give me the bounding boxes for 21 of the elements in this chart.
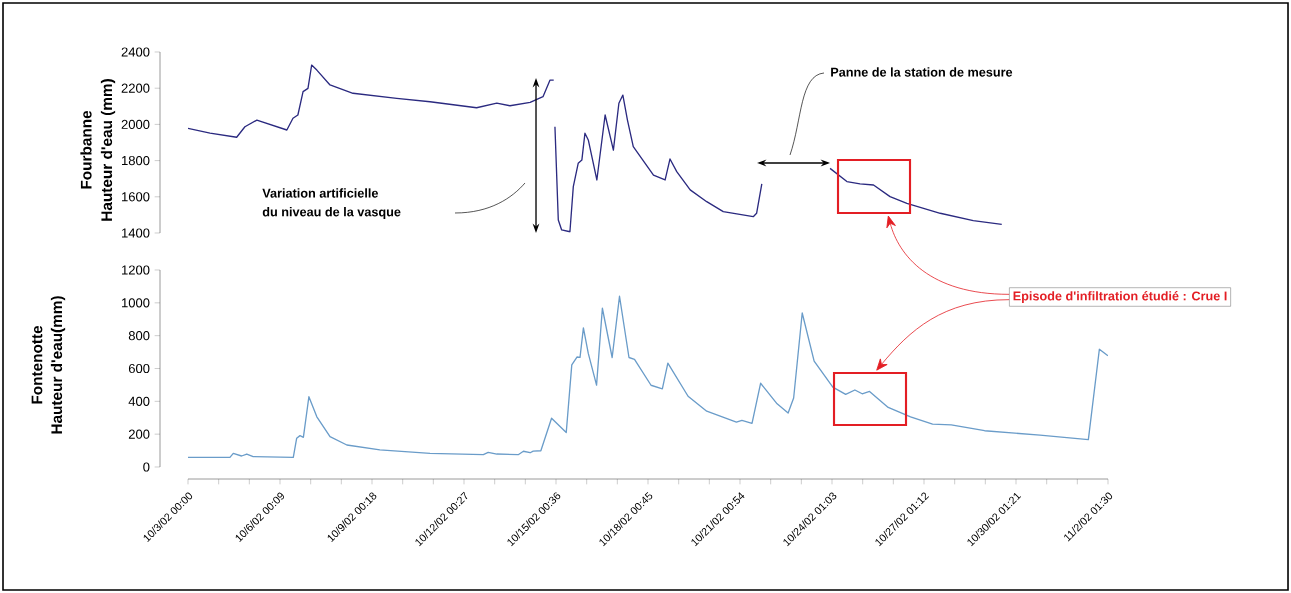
- y-tick-label: 600: [128, 363, 150, 374]
- y-tick-label: 400: [128, 396, 150, 406]
- y-tick-label: 2200: [121, 83, 150, 93]
- text: Fourbanne: [80, 110, 92, 189]
- y-axis-title: Hauteur d'eau(mm): [50, 296, 66, 434]
- y-tick-label: 1000: [122, 298, 150, 308]
- y-tick-label: 1600: [122, 192, 150, 202]
- annotation: Variation artificielle: [262, 188, 378, 198]
- y-tick-label: 0: [143, 462, 150, 472]
- y-axis-title: Hauteur d'eau (mm): [100, 79, 116, 221]
- y-tick-label: 200: [128, 429, 150, 439]
- annotation: Panne de la station de mesure: [831, 67, 1013, 77]
- text: Fontenotte: [31, 325, 43, 404]
- y-tick-label: 800: [128, 331, 150, 341]
- y-tick-label: 2000: [121, 119, 150, 129]
- y-tick-label: 2400: [121, 47, 150, 57]
- annotation: du niveau de la vasque: [262, 207, 401, 219]
- y-tick-label: 1200: [122, 265, 150, 275]
- y-tick-label: 1400: [122, 228, 150, 238]
- y-tick-label: 1800: [122, 156, 150, 166]
- annotation: Episode d'infiltration étudié : Crue I: [1013, 291, 1227, 303]
